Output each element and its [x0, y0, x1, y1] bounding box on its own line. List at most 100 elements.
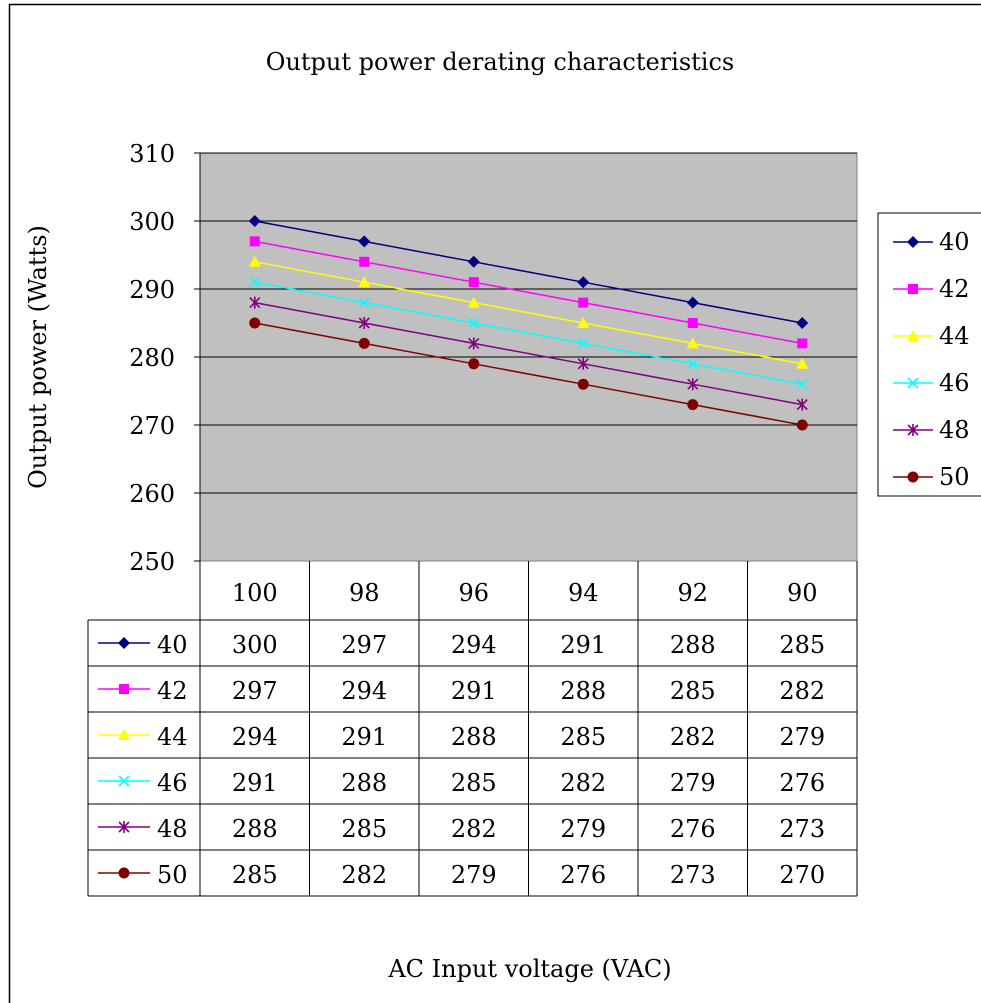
data-point-44-94	[577, 317, 590, 328]
table-series-label: 50	[157, 861, 188, 889]
data-point-50-100	[249, 317, 261, 329]
legend-marker-42	[908, 284, 918, 294]
data-point-42-94	[578, 297, 589, 308]
table-cell-value: 294	[341, 677, 387, 705]
table-legend-marker-44	[118, 729, 130, 740]
y-tick-label: 310	[129, 140, 175, 168]
legend-label: 40	[939, 228, 970, 256]
table-series-label: 46	[157, 769, 188, 797]
data-point-40-92	[686, 296, 699, 309]
table-cell-value: 273	[670, 861, 716, 889]
data-point-50-98	[358, 337, 370, 349]
table-cell-value: 285	[341, 815, 387, 843]
legend-label: 48	[939, 416, 970, 444]
y-axis: 250 260 270 280 290 300 310	[129, 140, 201, 576]
data-point-46-100	[249, 276, 261, 288]
y-tick-label: 250	[129, 548, 175, 576]
series-line-48	[254, 301, 803, 406]
table-legend-marker-50	[118, 867, 130, 879]
table-cell-value: 279	[560, 815, 606, 843]
table-series-label: 48	[157, 815, 188, 843]
table-cell-value: 282	[560, 769, 606, 797]
table-cell-value: 282	[670, 723, 716, 751]
table-cell-value: 276	[670, 815, 716, 843]
legend-item-46: 46	[893, 369, 970, 397]
table-row-44: 44 294 291 288 285 282 279	[98, 723, 825, 751]
legend-item-42: 42	[893, 275, 970, 303]
data-point-50-92	[687, 399, 699, 411]
table-cell-value: 276	[779, 769, 825, 797]
series-line-40	[254, 220, 803, 324]
table-row-40: 40 300 297 294 291 288 285	[98, 631, 825, 659]
gridlines	[200, 152, 857, 494]
data-point-46-94	[577, 337, 589, 349]
table-cell-value: 297	[341, 631, 387, 659]
series-line-50	[254, 322, 803, 426]
table-cell-value: 270	[779, 861, 825, 889]
table-cell-value: 291	[451, 677, 497, 705]
legend-marker-40	[907, 236, 919, 248]
data-point-44-96	[467, 296, 480, 308]
legend-label: 42	[939, 275, 970, 303]
table-cell-value: 285	[451, 769, 497, 797]
legend: 40 42 44 46 48 50	[877, 212, 981, 497]
x-tick-label: 94	[568, 579, 599, 607]
table-legend-marker-48	[118, 821, 130, 833]
legend-box	[877, 212, 981, 497]
table-series-label: 42	[157, 677, 188, 705]
table-cell-value: 294	[232, 723, 278, 751]
y-axis-label: Output power (Watts)	[24, 225, 52, 489]
table-legend-marker-46	[118, 775, 130, 787]
table-cell-value: 279	[451, 861, 497, 889]
data-table: 100 98 96 94 92 90 40 300 297 294 291 288 285 42 297 29…	[87, 561, 858, 897]
legend-item-50: 50	[893, 463, 970, 491]
x-tick-label: 100	[232, 579, 278, 607]
table-cell-value: 276	[560, 861, 606, 889]
table-cell-value: 288	[232, 815, 278, 843]
y-tick-label: 280	[129, 344, 175, 372]
data-point-50-94	[577, 378, 589, 390]
table-series-label: 44	[157, 723, 188, 751]
table-cell-value: 285	[560, 723, 606, 751]
data-point-42-92	[687, 318, 698, 328]
table-legend-marker-40	[118, 637, 130, 649]
table-cell-value: 282	[451, 815, 497, 843]
y-tick-label: 260	[129, 480, 175, 508]
data-point-48-94	[577, 357, 589, 370]
table-cell-value: 273	[779, 815, 825, 843]
data-point-46-98	[358, 297, 370, 309]
table-cell-value: 297	[232, 677, 278, 705]
data-point-50-90	[796, 419, 808, 431]
data-point-42-96	[468, 277, 479, 288]
data-point-48-96	[468, 337, 480, 350]
chart-title: Output power derating characteristics	[266, 48, 734, 76]
table-legend-marker-42	[119, 684, 129, 694]
data-point-44-90	[796, 357, 809, 369]
x-tick-label: 90	[787, 579, 818, 607]
data-point-42-100	[249, 236, 260, 247]
series-40	[248, 215, 809, 329]
table-row-46: 46 291 288 285 282 279 276	[98, 769, 825, 797]
table-cell-value: 279	[779, 723, 825, 751]
table-cell-value: 282	[779, 677, 825, 705]
data-point-48-92	[687, 378, 699, 391]
series-48	[249, 296, 808, 411]
table-row-42: 42 297 294 291 288 285 282	[98, 677, 825, 705]
table-cell-value: 288	[451, 723, 497, 751]
series-line-44	[254, 261, 803, 365]
series-line-42	[254, 240, 803, 345]
data-point-50-96	[468, 358, 480, 370]
data-point-48-98	[358, 317, 370, 329]
table-series-label: 40	[157, 631, 188, 659]
table-cell-value: 288	[670, 631, 716, 659]
series-44	[248, 255, 809, 369]
table-cell-value: 282	[341, 861, 387, 889]
table-cell-value: 285	[670, 677, 716, 705]
table-row-48: 48 288 285 282 279 276 273	[98, 815, 825, 843]
series-50	[249, 317, 808, 431]
series-lines	[248, 215, 809, 431]
table-cell-value: 294	[451, 631, 497, 659]
legend-label: 50	[939, 463, 970, 491]
data-point-44-98	[358, 276, 371, 288]
